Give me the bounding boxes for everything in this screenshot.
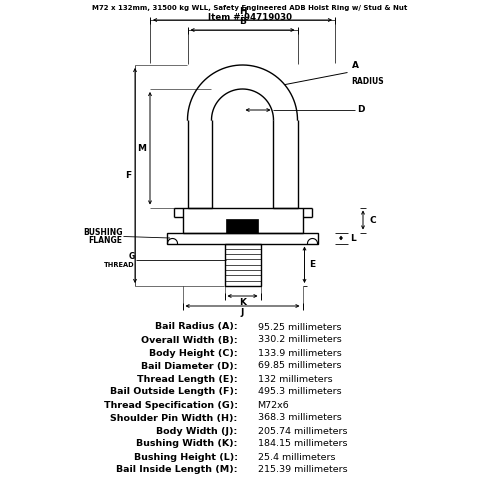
Text: J: J: [241, 308, 244, 316]
Bar: [224, 244, 260, 286]
Text: 368.3 millimeters: 368.3 millimeters: [258, 414, 341, 422]
Text: Shoulder Pin Width (H):: Shoulder Pin Width (H):: [110, 414, 238, 422]
Text: Thread Specification (G):: Thread Specification (G):: [104, 400, 238, 409]
Text: BUSHING: BUSHING: [83, 228, 122, 236]
Text: Body Width (J):: Body Width (J):: [156, 426, 238, 436]
Text: E: E: [310, 260, 316, 269]
Text: FLANGE: FLANGE: [88, 236, 122, 245]
Text: Body Height (C):: Body Height (C):: [149, 348, 238, 358]
Text: Bail Radius (A):: Bail Radius (A):: [155, 322, 238, 332]
Text: M72x6: M72x6: [258, 400, 289, 409]
Text: M: M: [137, 144, 146, 153]
Bar: [226, 218, 258, 232]
Text: M72 x 132mm, 31500 kg WLL, Safety Engineered ADB Hoist Ring w/ Stud & Nut: M72 x 132mm, 31500 kg WLL, Safety Engine…: [92, 5, 407, 11]
Text: 184.15 millimeters: 184.15 millimeters: [258, 440, 347, 448]
Text: Bail Inside Length (M):: Bail Inside Length (M):: [116, 466, 238, 474]
Text: Bushing Width (K):: Bushing Width (K):: [136, 440, 238, 448]
Text: H: H: [238, 6, 246, 16]
Text: 25.4 millimeters: 25.4 millimeters: [258, 452, 335, 462]
Text: L: L: [350, 234, 356, 242]
Text: 69.85 millimeters: 69.85 millimeters: [258, 362, 341, 370]
Text: A: A: [352, 61, 358, 70]
Text: 495.3 millimeters: 495.3 millimeters: [258, 388, 341, 396]
Text: C: C: [369, 216, 376, 224]
Text: 95.25 millimeters: 95.25 millimeters: [258, 322, 341, 332]
Text: Bushing Height (L):: Bushing Height (L):: [134, 452, 238, 462]
Text: THREAD: THREAD: [104, 262, 135, 268]
Text: D: D: [358, 106, 365, 114]
Text: 133.9 millimeters: 133.9 millimeters: [258, 348, 341, 358]
Text: 215.39 millimeters: 215.39 millimeters: [258, 466, 347, 474]
Text: Item #:94719030: Item #:94719030: [208, 12, 292, 22]
Text: B: B: [239, 18, 246, 26]
Bar: [182, 208, 302, 233]
Text: K: K: [239, 298, 246, 306]
Text: 132 millimeters: 132 millimeters: [258, 374, 332, 384]
Text: F: F: [125, 171, 131, 180]
Bar: [168, 232, 318, 243]
Text: 330.2 millimeters: 330.2 millimeters: [258, 336, 341, 344]
Text: RADIUS: RADIUS: [352, 78, 384, 86]
Text: Bail Diameter (D):: Bail Diameter (D):: [141, 362, 238, 370]
Text: 205.74 millimeters: 205.74 millimeters: [258, 426, 347, 436]
Text: Thread Length (E):: Thread Length (E):: [137, 374, 237, 384]
Text: Bail Outside Length (F):: Bail Outside Length (F):: [110, 388, 238, 396]
Text: Overall Width (B):: Overall Width (B):: [141, 336, 238, 344]
Text: G: G: [129, 252, 135, 261]
